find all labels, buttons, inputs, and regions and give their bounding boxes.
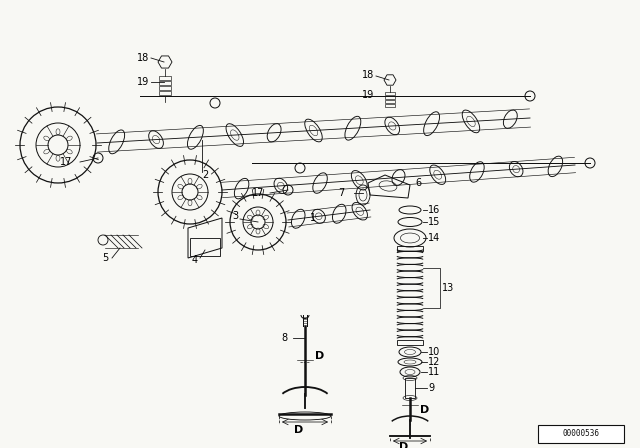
Text: 17: 17: [252, 188, 264, 198]
Text: 1: 1: [310, 213, 316, 223]
Text: 18: 18: [362, 70, 374, 80]
Bar: [159, 86, 171, 90]
Text: 15: 15: [428, 217, 440, 227]
Bar: [159, 91, 171, 95]
Text: 7: 7: [338, 188, 344, 198]
Bar: [405, 378, 415, 398]
Bar: [159, 76, 171, 80]
Bar: [538, 425, 624, 443]
Text: 17: 17: [60, 157, 72, 167]
Text: 2: 2: [202, 170, 208, 180]
Bar: [385, 100, 395, 103]
Text: 18: 18: [137, 53, 149, 63]
Text: 14: 14: [428, 233, 440, 243]
Text: 19: 19: [137, 77, 149, 87]
Text: 5: 5: [102, 253, 108, 263]
Text: D: D: [294, 425, 303, 435]
Text: 9: 9: [428, 383, 434, 393]
Text: 6: 6: [415, 178, 421, 188]
Text: 10: 10: [428, 347, 440, 357]
Text: 11: 11: [428, 367, 440, 377]
Text: 12: 12: [428, 357, 440, 367]
Bar: [397, 246, 423, 251]
Text: 4: 4: [192, 255, 198, 265]
Text: D: D: [315, 351, 324, 361]
Bar: [159, 81, 171, 85]
Text: 13: 13: [442, 283, 454, 293]
Text: 19: 19: [362, 90, 374, 100]
Text: D: D: [420, 405, 429, 415]
Bar: [385, 92, 395, 95]
Bar: [397, 340, 423, 345]
Text: 16: 16: [428, 205, 440, 215]
Text: 8: 8: [281, 333, 287, 343]
Text: 3: 3: [232, 211, 238, 221]
Text: D: D: [399, 442, 408, 448]
Bar: [190, 238, 220, 256]
Text: 00000536: 00000536: [563, 430, 600, 439]
Bar: [385, 104, 395, 107]
Bar: [385, 96, 395, 99]
